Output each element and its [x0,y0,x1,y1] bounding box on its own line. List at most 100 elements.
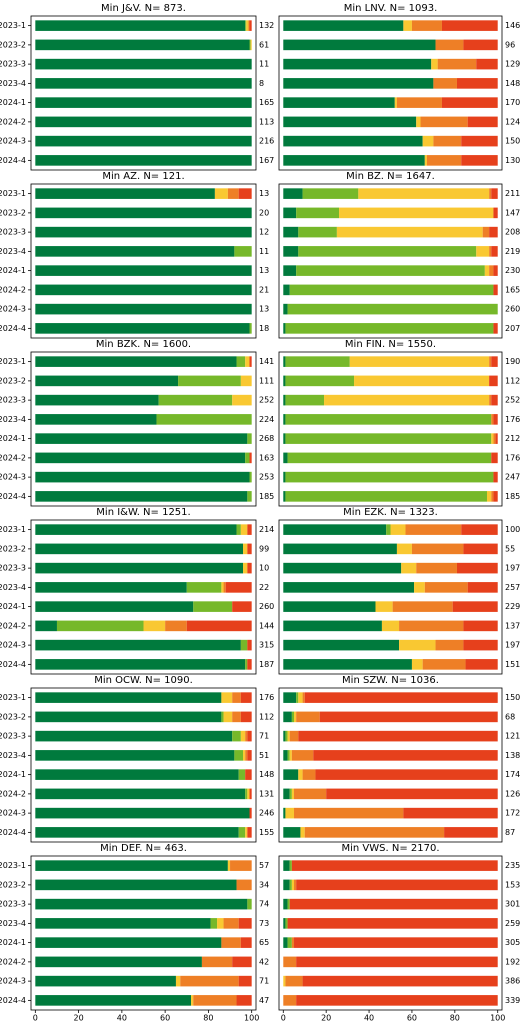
y-tick-label: 2024-3 [0,641,26,650]
bar-segment [56,620,144,632]
bar-segment [283,303,288,315]
bar-segment [433,135,462,147]
bar-segment [35,78,252,89]
bar-segment [247,659,252,670]
bar-segment [283,975,286,987]
bar-segment [287,937,292,948]
bar-segment [405,524,462,535]
bar-segment [461,135,498,147]
bar-segment [236,995,252,1006]
bar-segment [232,601,252,612]
bar-segment [302,188,359,199]
bar-segment [247,898,252,910]
bar-segment [35,58,252,70]
axes-frame [278,519,503,675]
bar-segment [491,433,494,444]
bar-segment [249,788,252,800]
bar-segment [283,639,400,651]
bar-segment [35,807,250,819]
bar-segment [193,995,237,1006]
bar-segment [223,582,226,593]
count-label: 121 [505,732,520,741]
y-tick-label: 2023-1 [0,21,26,30]
count-label: 11 [259,247,269,256]
panel-title: Min I&W. N= 1251. [96,507,190,518]
count-label: 257 [505,583,520,592]
panel-title: Min BZK. N= 1600. [96,339,191,350]
y-tick-label: 2023-1 [0,189,26,198]
bar-segment [35,769,239,780]
bar-segment [35,860,228,871]
count-label: 132 [259,21,274,30]
count-label: 111 [259,376,274,385]
bar-segment [287,918,498,929]
bar-segment [227,860,231,871]
bar-segment [35,471,250,483]
bar-segment [289,750,292,761]
bar-segment [35,491,248,502]
bar-segment [232,394,252,406]
count-label: 131 [259,789,274,798]
y-tick-label: 2023-4 [0,79,26,88]
bar-segment [489,188,492,199]
y-tick-label: 2024-1 [0,98,26,107]
bar-segment [35,975,176,987]
bar-segment [247,788,250,800]
bar-segment [283,918,286,929]
bar-segment [375,601,393,612]
bar-segment [416,562,457,574]
count-label: 212 [505,434,520,443]
bar-segment [35,433,248,444]
bar-segment [283,356,286,367]
count-label: 185 [259,492,274,501]
count-label: 165 [259,98,274,107]
bar-segment [232,956,252,968]
bar-segment [243,750,246,761]
bar-segment [396,543,412,555]
bar-segment [201,956,233,968]
count-label: 96 [505,40,515,49]
bar-segment [245,20,247,31]
bar-segment [283,995,297,1006]
bar-segment [245,788,248,800]
y-tick-label: 2024-1 [0,602,26,611]
bar-segment [246,20,249,31]
bar-segment [283,375,286,387]
bar-segment [287,452,492,464]
panel-title: Min J&V. N= 873. [101,3,186,14]
bar-segment [433,78,457,89]
bar-segment [221,711,224,723]
bar-segment [283,58,432,70]
bar-segment [489,246,492,257]
bar-segment [223,711,233,723]
bar-segment [35,284,252,296]
bar-segment [248,20,250,31]
count-label: 315 [259,641,274,650]
count-label: 113 [259,117,274,126]
bar-segment [287,898,290,910]
count-label: 20 [259,208,269,217]
bar-segment [249,471,252,483]
bar-segment [35,226,252,238]
bar-segment [283,788,290,800]
bar-segment [283,116,417,128]
bar-segment [247,639,252,651]
bar-segment [291,788,295,800]
bar-segment [35,323,250,334]
bar-segment [283,394,286,406]
y-tick-label: 2024-4 [0,996,26,1005]
count-label: 190 [505,357,520,366]
panel-title: Min VWS. N= 2170. [341,843,439,854]
bar-segment [285,323,494,334]
count-label: 192 [505,957,520,966]
bar-segment [214,188,228,199]
bar-segment [249,356,252,367]
bar-segment [285,433,492,444]
bar-segment [35,188,215,199]
bar-segment [283,452,288,464]
bar-segment [441,97,498,108]
bar-segment [35,750,235,761]
bar-segment [493,265,498,276]
bar-segment [456,562,498,574]
count-label: 208 [505,228,520,237]
